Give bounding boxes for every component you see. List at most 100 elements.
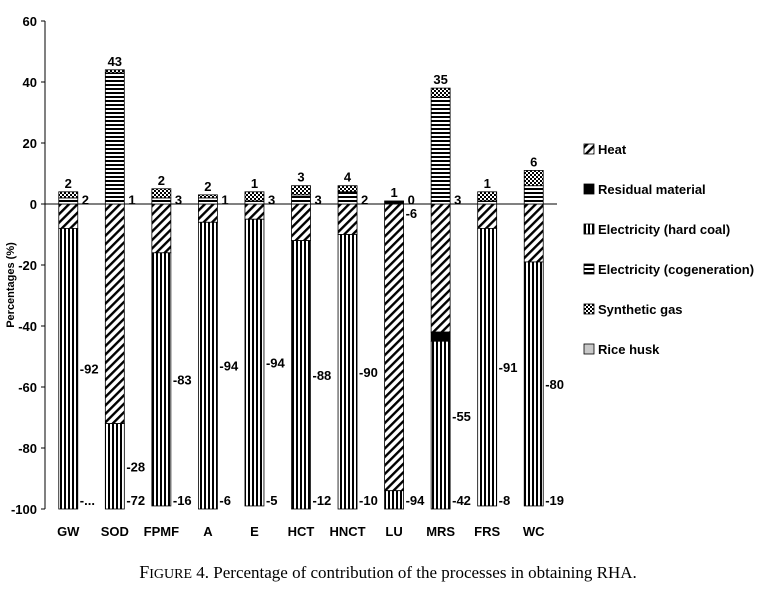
data-label: -94 — [406, 493, 426, 508]
bar-segment-heat — [198, 203, 218, 223]
y-tick-label: -60 — [18, 380, 37, 395]
x-tick-label: A — [203, 524, 213, 539]
caption-number: 4 — [192, 563, 205, 582]
data-label: -94 — [219, 359, 239, 374]
legend-swatch — [583, 143, 595, 155]
bar-segment-electricity-cogeneration — [291, 194, 311, 205]
x-tick-label: FRS — [474, 524, 500, 539]
data-label: -19 — [545, 493, 564, 508]
x-tick-label: FPMF — [144, 524, 179, 539]
legend-swatch — [583, 263, 595, 275]
bar-segment-electricity-cogeneration — [523, 185, 544, 205]
bar-segment-synthetic-gas — [523, 170, 544, 187]
bar-segment-heat — [104, 203, 125, 425]
bar-segment-heat — [151, 203, 172, 254]
bar-segment-electricity-hard-coal — [151, 252, 172, 507]
bar-segment-residual-material — [430, 331, 451, 342]
x-tick-label: LU — [385, 524, 402, 539]
bar-segment-electricity-cogeneration — [430, 96, 451, 205]
y-tick-label: -100 — [11, 502, 37, 517]
data-label: 2 — [158, 173, 165, 188]
data-label: 43 — [108, 54, 122, 69]
x-tick-label: HNCT — [329, 524, 365, 539]
bar-segment-electricity-cogeneration — [151, 197, 172, 205]
data-label: 3 — [297, 170, 304, 185]
caption-small-caps: IGURE — [149, 567, 193, 582]
data-label: -91 — [499, 360, 518, 375]
data-label: 1 — [128, 192, 135, 207]
bar-segment-heat — [337, 203, 358, 235]
data-label: -92 — [80, 362, 99, 377]
y-tick-label: -80 — [18, 441, 37, 456]
data-label: 1 — [390, 185, 397, 200]
legend-label: Residual material — [598, 182, 706, 197]
bar-segment-electricity-cogeneration — [244, 200, 265, 205]
x-tick-label: E — [250, 524, 259, 539]
legend-swatch — [583, 223, 595, 235]
data-label: -28 — [126, 459, 145, 474]
chart-bars — [58, 69, 544, 510]
bar-segment-synthetic-gas — [198, 194, 218, 199]
legend-swatch — [583, 303, 595, 315]
bar-segment-electricity-cogeneration — [337, 191, 358, 205]
x-tick-label: WC — [523, 524, 545, 539]
data-label: 2 — [65, 176, 72, 191]
bar-segment-electricity-hard-coal — [104, 423, 125, 510]
bar-segment-heat — [523, 203, 544, 263]
bar-segment-electricity-hard-coal — [291, 240, 311, 510]
bar-segment-heat — [384, 203, 404, 492]
x-tick-label: HCT — [288, 524, 315, 539]
bar-segment-synthetic-gas — [244, 191, 265, 202]
y-tick-label: 0 — [30, 197, 37, 212]
bar-segment-synthetic-gas — [337, 185, 358, 193]
bar-segment-synthetic-gas — [151, 188, 172, 199]
data-label: -94 — [266, 356, 286, 371]
data-label: 6 — [530, 154, 537, 169]
data-label: -6 — [219, 493, 231, 508]
legend-swatch — [583, 183, 595, 195]
data-label: -8 — [499, 493, 511, 508]
data-label: 2 — [204, 179, 211, 194]
data-label: -6 — [406, 206, 418, 221]
data-label: -10 — [359, 493, 378, 508]
data-label: -5 — [266, 493, 278, 508]
data-label: 3 — [315, 192, 322, 207]
bar-segment-synthetic-gas — [291, 185, 311, 196]
data-label: 2 — [361, 192, 368, 207]
y-tick-label: 20 — [23, 136, 37, 151]
y-tick-label: -20 — [18, 258, 37, 273]
bar-segment-electricity-cogeneration — [58, 197, 79, 205]
bar-segment-synthetic-gas — [104, 69, 125, 74]
bar-segment-heat — [58, 203, 79, 229]
legend-label: Rice husk — [598, 342, 660, 357]
y-axis-label: Percentages (%) — [5, 242, 17, 328]
legend-swatch — [583, 343, 595, 355]
x-tick-label: SOD — [101, 524, 129, 539]
bar-segment-electricity-hard-coal — [337, 234, 358, 510]
x-tick-label: MRS — [426, 524, 455, 539]
bar-segment-synthetic-gas — [477, 191, 498, 202]
bar-segment-synthetic-gas — [430, 87, 451, 98]
bar-segment-electricity-hard-coal — [477, 227, 498, 507]
bar-segment-electricity-cogeneration — [198, 197, 218, 205]
data-label: -72 — [126, 493, 145, 508]
data-label: -12 — [313, 493, 332, 508]
data-label: 1 — [484, 176, 491, 191]
data-label: -80 — [545, 377, 564, 392]
bar-segment-electricity-hard-coal — [384, 490, 404, 510]
bar-segment-electricity-hard-coal — [523, 261, 544, 507]
bar-segment-synthetic-gas — [58, 191, 79, 199]
bar-segment-electricity-cogeneration — [477, 200, 498, 205]
bar-segment-electricity-hard-coal — [58, 227, 79, 510]
chart-legend: Heat Residual material Electricity (hard c… — [583, 142, 754, 357]
y-tick-label: -40 — [18, 319, 37, 334]
bar-segment-electricity-hard-coal — [198, 221, 218, 510]
data-label: -83 — [173, 372, 192, 387]
bar-segment-residual-material — [384, 200, 404, 205]
data-label: 4 — [344, 170, 352, 185]
legend-label: Electricity (hard coal) — [598, 222, 730, 237]
legend-label: Synthetic gas — [598, 302, 683, 317]
data-label: -16 — [173, 493, 192, 508]
